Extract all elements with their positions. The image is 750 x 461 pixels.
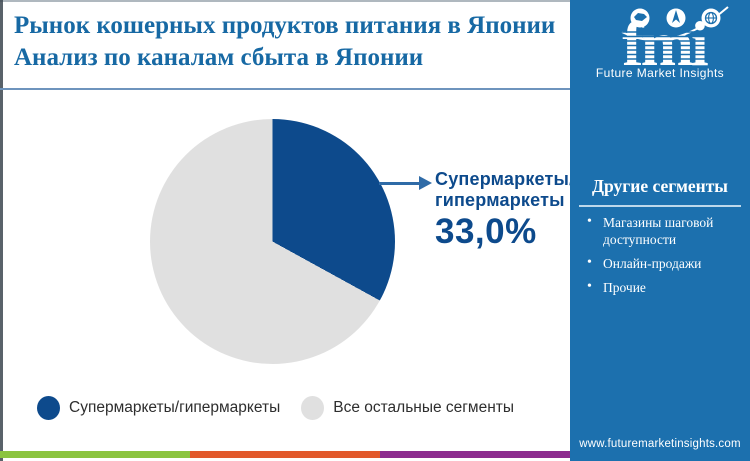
footer-bar-segment-green [0,451,190,458]
bullet-icon: • [587,255,592,270]
legend-label: Супермаркеты/гипермаркеты [69,399,281,416]
sidebar-heading-divider [579,205,741,207]
page-title-line1: Рынок кошерных продуктов питания в Япони… [14,12,556,39]
list-item: • Онлайн-продажи [585,255,727,272]
sidebar-bullet-list: • Магазины шаговой доступности • Онлайн-… [585,214,727,303]
list-item: • Прочие [585,279,727,296]
list-item-label: Магазины шаговой доступности [603,215,714,247]
sidebar-section-heading: Другие сегменты [592,176,728,196]
callout-label-line1: Супермаркеты/ [435,169,575,189]
callout-value: 33,0% [435,212,537,251]
chart-legend: Супермаркеты/гипермаркеты Все остальные … [37,396,514,420]
legend-label: Все остальные сегменты [333,399,515,416]
website-url: www.futuremarketinsights.com [579,438,741,450]
list-item: • Магазины шаговой доступности [585,214,727,248]
slice-callout: Супермаркеты/ гипермаркеты 33,0% [435,169,574,250]
map-icon [630,8,650,28]
footer-bar-segment-purple [380,451,570,458]
footer-color-bar [0,451,570,458]
fmi-logo: fmi [598,6,729,78]
title-divider [0,88,570,90]
logo-subtext: Future Market Insights [595,66,725,80]
bullet-icon: • [587,279,592,294]
legend-item-supermarkets: Супермаркеты/гипермаркеты [37,396,280,420]
compass-icon [666,8,686,28]
callout-arrow-icon [419,176,432,190]
page-title-line2: Анализ по каналам сбыта в Японии [14,44,424,71]
wordmark-stripes [598,31,728,60]
callout-arrow-line [379,182,421,185]
pie-chart [150,119,395,364]
frame-edge-left [0,0,3,461]
frame-edge-top [0,0,570,2]
page-title: Рынок кошерных продуктов питания в Япони… [14,10,566,74]
callout-label-line2: гипермаркеты [435,190,565,210]
legend-dot-icon [301,396,325,420]
list-item-label: Онлайн-продажи [603,256,702,271]
bullet-icon: • [587,214,592,229]
list-item-label: Прочие [603,280,646,295]
legend-item-other: Все остальные сегменты [301,396,514,420]
legend-dot-icon [37,396,60,420]
globe-icon [701,8,721,28]
footer-bar-segment-orange [190,451,380,458]
sidebar: fmi [570,0,750,461]
